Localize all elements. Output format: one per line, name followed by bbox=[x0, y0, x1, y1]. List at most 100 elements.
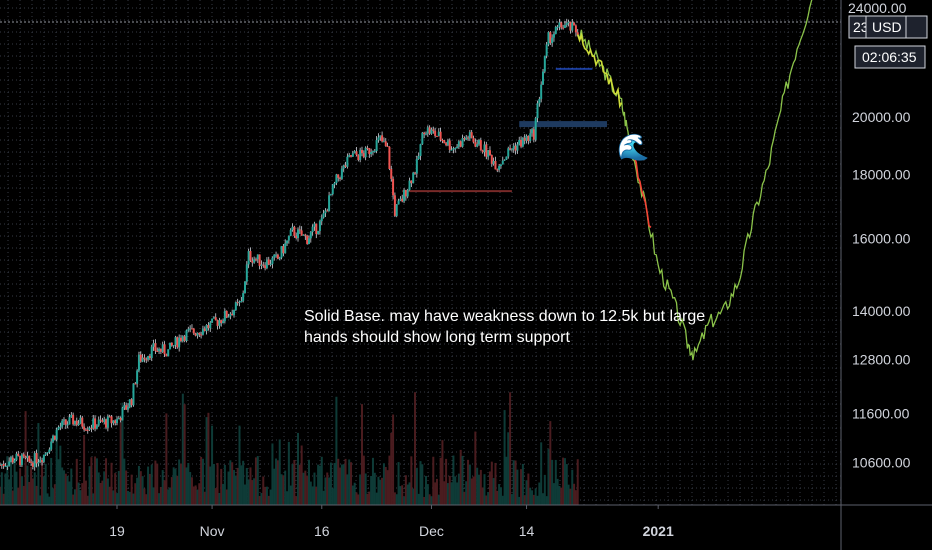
volume-bar bbox=[573, 483, 576, 505]
candle-body bbox=[360, 150, 363, 154]
candle-body bbox=[364, 147, 367, 158]
volume-bar bbox=[362, 455, 365, 505]
currency-badge[interactable] bbox=[865, 15, 907, 39]
candle-body bbox=[158, 348, 161, 352]
volume-bar bbox=[97, 472, 100, 505]
volume-bar bbox=[554, 459, 557, 505]
candle-body bbox=[461, 137, 464, 147]
volume-bar bbox=[465, 481, 468, 505]
candle-body bbox=[103, 419, 106, 423]
volume-bar bbox=[549, 421, 552, 505]
time-tick-label: 2021 bbox=[643, 523, 674, 539]
volume-bar bbox=[214, 488, 217, 505]
volume-bar bbox=[136, 477, 139, 505]
volume-bar bbox=[536, 495, 539, 505]
candle-body bbox=[247, 251, 250, 265]
volume-bar bbox=[269, 489, 272, 505]
volume-bar bbox=[487, 492, 490, 505]
volume-bar bbox=[450, 482, 453, 505]
candle-body bbox=[351, 153, 354, 157]
volume-bar bbox=[119, 421, 122, 505]
candle-body bbox=[382, 141, 385, 143]
volume-bar bbox=[176, 475, 179, 505]
candle-body bbox=[196, 332, 199, 336]
time-axis-ticks[interactable]: 19 Nov 16 Dec 14 2021 bbox=[109, 505, 674, 539]
candle-body bbox=[324, 210, 327, 214]
volume-bar bbox=[463, 491, 466, 505]
volume-bar bbox=[529, 487, 532, 505]
candle-body bbox=[256, 254, 259, 260]
candle-body bbox=[414, 172, 417, 174]
candle-body bbox=[185, 330, 188, 341]
volume-bar bbox=[520, 469, 523, 505]
volume-bar bbox=[295, 496, 298, 505]
volume-bar bbox=[280, 474, 283, 505]
volume-bar bbox=[348, 459, 351, 505]
candle-body bbox=[362, 153, 365, 158]
volume-bar bbox=[222, 483, 225, 505]
volume-bar bbox=[169, 487, 172, 505]
volume-bar bbox=[505, 456, 508, 505]
candle-body bbox=[33, 453, 36, 467]
volume-bar bbox=[456, 482, 459, 505]
price-tick-label: 18000.00 bbox=[852, 166, 911, 182]
candle-body bbox=[348, 155, 351, 157]
candle-body bbox=[41, 460, 44, 462]
volume-bar bbox=[335, 396, 338, 505]
candle-body bbox=[200, 334, 203, 336]
volume-bar bbox=[419, 461, 422, 505]
candle-body bbox=[315, 223, 318, 235]
volume-bar bbox=[547, 449, 550, 505]
candle-body bbox=[220, 320, 223, 324]
candle-body bbox=[395, 204, 398, 216]
volume-bar bbox=[331, 488, 334, 505]
volume-bar bbox=[545, 496, 548, 505]
candle-body bbox=[262, 264, 265, 266]
candle-body bbox=[22, 454, 25, 457]
candle-body bbox=[468, 132, 471, 139]
volume-bar bbox=[289, 485, 292, 505]
candle-body bbox=[333, 183, 336, 185]
candle-body bbox=[563, 25, 566, 29]
candle-body bbox=[37, 462, 40, 464]
candle-body bbox=[556, 26, 559, 28]
volume-bar bbox=[81, 483, 84, 505]
candle-body bbox=[189, 328, 192, 330]
volume-bar bbox=[287, 441, 290, 505]
volume-bar bbox=[406, 484, 409, 505]
volume-bar bbox=[183, 404, 186, 505]
candle-body bbox=[371, 151, 374, 153]
candle-body bbox=[116, 419, 119, 424]
candle-body bbox=[516, 144, 519, 151]
candle-body bbox=[304, 234, 307, 236]
candle-body bbox=[302, 234, 305, 236]
volume-bar bbox=[101, 480, 104, 505]
volume-bar bbox=[410, 456, 413, 505]
volume-bar bbox=[302, 472, 305, 505]
candle-body bbox=[549, 32, 552, 44]
candle-body bbox=[510, 149, 513, 151]
candle-body bbox=[42, 454, 45, 462]
volume-bar bbox=[565, 464, 568, 505]
candle-body bbox=[313, 223, 316, 227]
volume-bar bbox=[468, 464, 471, 505]
candle-body bbox=[335, 174, 338, 184]
candle-body bbox=[410, 180, 413, 184]
candle-body bbox=[381, 135, 384, 142]
candle-body bbox=[242, 293, 245, 301]
candle-body bbox=[172, 345, 175, 347]
candle-body bbox=[6, 465, 9, 467]
candle-body bbox=[280, 246, 283, 258]
candle-body bbox=[137, 354, 140, 371]
volume-bar bbox=[432, 456, 435, 505]
volume-bar bbox=[33, 472, 36, 505]
volume-bar bbox=[318, 465, 321, 505]
volume-bar bbox=[190, 477, 193, 505]
volume-bar bbox=[507, 432, 510, 505]
volume-bar bbox=[523, 495, 526, 505]
volume-bar bbox=[441, 440, 444, 505]
time-tick-label: 14 bbox=[519, 523, 535, 539]
volume-bar bbox=[538, 482, 541, 505]
volume-bar bbox=[514, 460, 517, 505]
